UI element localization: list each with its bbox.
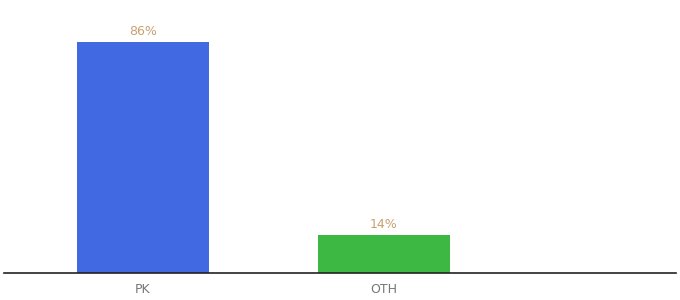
- Text: 86%: 86%: [129, 25, 157, 38]
- Text: 14%: 14%: [370, 218, 398, 231]
- Bar: [77, 42, 209, 273]
- Bar: [318, 236, 449, 273]
